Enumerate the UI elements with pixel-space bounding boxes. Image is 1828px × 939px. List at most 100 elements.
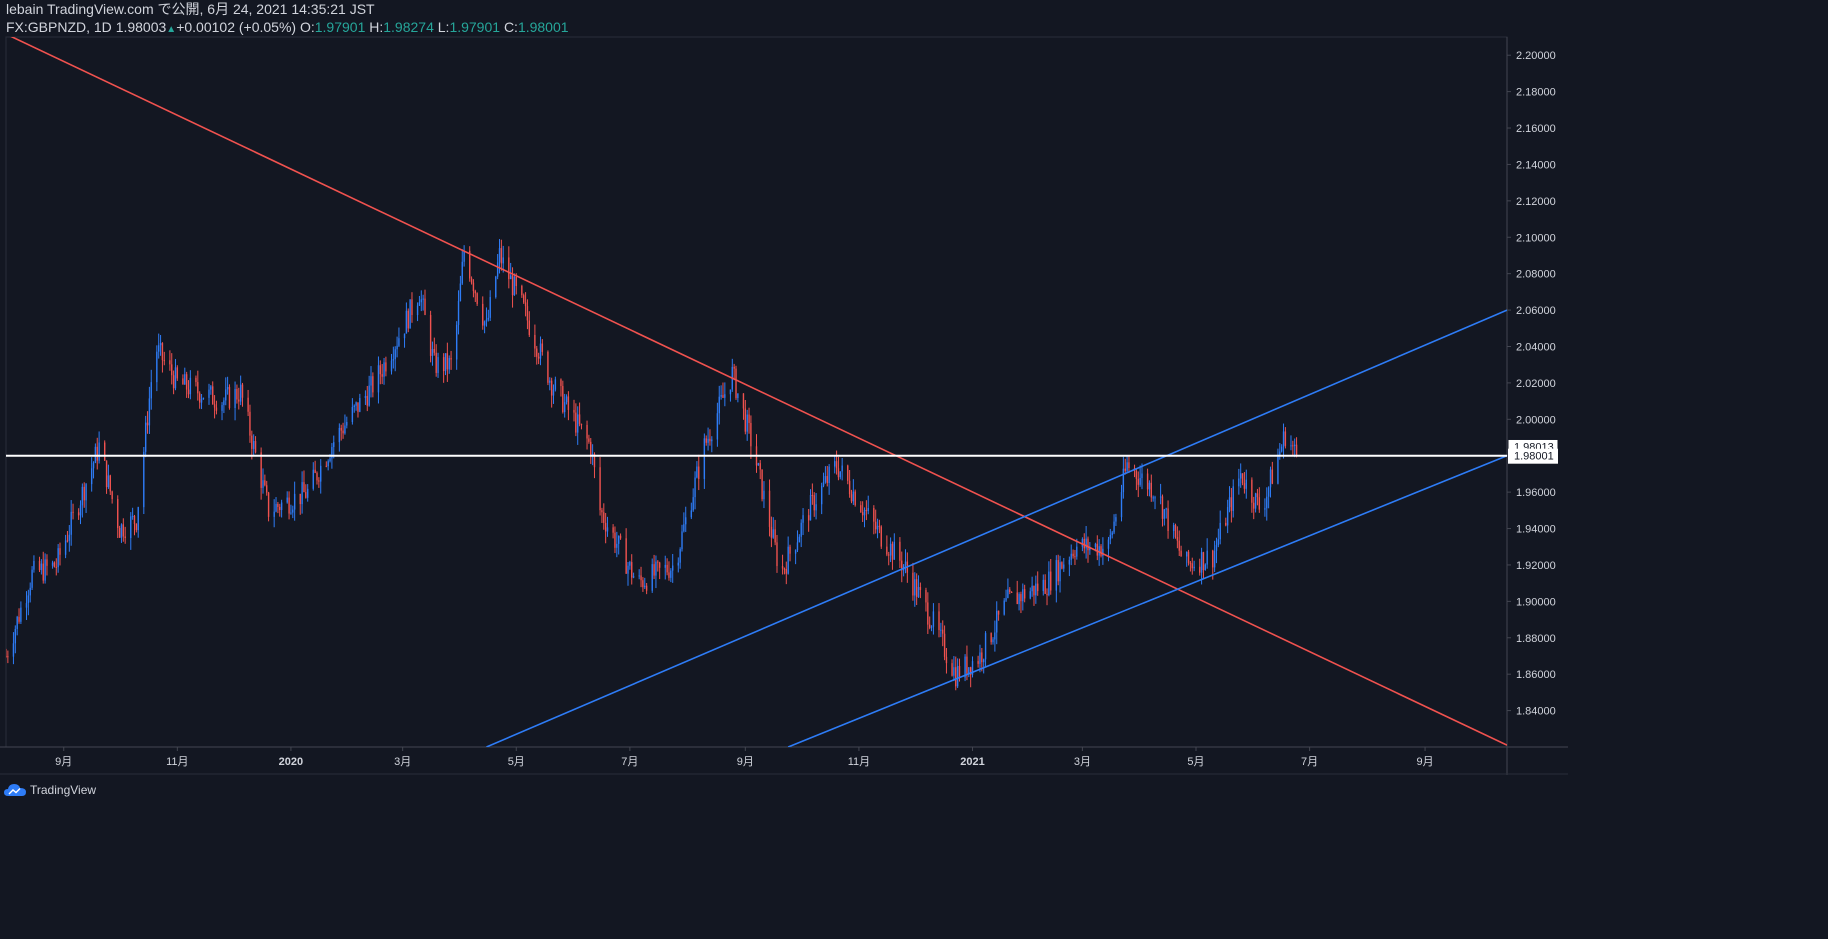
- candle-body: [290, 512, 292, 514]
- candle-body: [403, 333, 406, 339]
- candle-body: [359, 397, 361, 412]
- candle-body: [148, 398, 151, 426]
- candle-body: [969, 667, 972, 675]
- candle-body: [638, 575, 640, 577]
- candle-body: [841, 465, 843, 472]
- candle-body: [187, 389, 190, 395]
- candle-body: [852, 491, 855, 502]
- candle-body: [1057, 560, 1059, 582]
- low-value: 1.97901: [449, 19, 501, 35]
- candle-body: [560, 379, 562, 387]
- candle-body: [1290, 445, 1292, 447]
- candle-body: [834, 461, 836, 467]
- candle-body: [966, 656, 968, 675]
- candles: [6, 239, 1298, 691]
- candle-body: [722, 395, 724, 398]
- candle-body: [1102, 548, 1104, 556]
- candle-body: [1100, 546, 1102, 556]
- candle-body: [534, 334, 536, 349]
- candle-body: [433, 348, 436, 353]
- candle-body: [631, 562, 633, 578]
- candle-body: [711, 439, 713, 442]
- candle-body: [658, 562, 661, 568]
- candle-body: [133, 515, 136, 525]
- candle-body: [81, 486, 84, 506]
- candle-body: [1150, 482, 1153, 498]
- candle-body: [377, 365, 380, 393]
- candle-body: [783, 568, 786, 570]
- candle-body: [1083, 538, 1085, 549]
- candle-body: [185, 374, 188, 390]
- footer[interactable]: TradingView: [4, 780, 96, 800]
- candle-body: [539, 343, 542, 359]
- x-tick-label: 2021: [960, 756, 984, 768]
- candle-body: [1146, 473, 1149, 490]
- candle-body: [886, 546, 888, 555]
- candle-body: [867, 508, 869, 512]
- candle-body: [422, 298, 424, 300]
- candle-body: [796, 542, 799, 551]
- candle-body: [880, 526, 882, 547]
- candle-body: [131, 515, 134, 517]
- candle-body: [874, 521, 877, 530]
- candle-body: [523, 295, 525, 303]
- candle-body: [64, 540, 67, 555]
- candle-body: [104, 442, 106, 461]
- candle-body: [1061, 562, 1063, 569]
- candle-body: [577, 414, 579, 433]
- candle-body: [111, 491, 113, 500]
- candle-body: [588, 438, 590, 442]
- candle-body: [781, 566, 784, 569]
- candle-body: [500, 248, 503, 264]
- candle-body: [364, 395, 367, 398]
- candle-body: [474, 291, 476, 294]
- candle-body: [768, 490, 771, 527]
- y-tick-label: 2.16000: [1516, 123, 1556, 135]
- candle-body: [632, 576, 635, 578]
- candle-body: [1122, 468, 1125, 493]
- open-label: O:: [299, 19, 315, 35]
- candle-body: [878, 525, 881, 527]
- candle-body: [16, 616, 18, 629]
- candle-body: [320, 465, 322, 482]
- candle-body: [124, 536, 126, 539]
- candle-body: [854, 491, 856, 506]
- candle-body: [1238, 478, 1240, 487]
- close-label: C:: [503, 19, 518, 35]
- x-tick-label: 7月: [1301, 756, 1318, 768]
- candle-body: [280, 502, 283, 511]
- candle-body: [526, 306, 529, 321]
- y-tick-label: 2.00000: [1516, 414, 1556, 426]
- last-price: 1.98003: [115, 19, 167, 35]
- candle-body: [692, 497, 694, 511]
- chart-area[interactable]: 2.20000 2.18000 2.16000 2.14000 2.12000 2.100…: [0, 0, 1568, 805]
- candle-body: [707, 438, 709, 443]
- candle-body: [848, 480, 851, 495]
- last-price-label: 1.98001: [1514, 451, 1554, 463]
- candle-body: [807, 515, 810, 521]
- price-chart[interactable]: 2.20000 2.18000 2.16000 2.14000 2.12000 2.100…: [0, 0, 1568, 805]
- candle-body: [822, 481, 825, 486]
- candle-body: [18, 616, 20, 622]
- candle-body: [653, 564, 655, 576]
- candle-body: [1107, 539, 1110, 549]
- candle-body: [277, 503, 279, 507]
- candle-body: [1022, 589, 1024, 602]
- y-tick-label: 2.18000: [1516, 87, 1556, 99]
- candle-body: [83, 486, 85, 501]
- candle-body: [593, 454, 596, 468]
- candle-body: [977, 661, 979, 664]
- candle-body: [390, 360, 393, 372]
- candle-body: [150, 382, 152, 399]
- candle-body: [776, 542, 778, 567]
- candle-body: [1267, 487, 1270, 497]
- x-tick-label: 11月: [848, 756, 870, 768]
- candle-body: [266, 485, 268, 493]
- candle-body: [1206, 550, 1208, 565]
- candle-body: [835, 461, 838, 469]
- candle-body: [990, 633, 992, 643]
- published-text: lebain TradingView.com で公開, 6月 24, 2021 …: [6, 1, 375, 17]
- candle-body: [563, 402, 566, 413]
- candle-body: [992, 639, 994, 643]
- candle-body: [457, 300, 460, 325]
